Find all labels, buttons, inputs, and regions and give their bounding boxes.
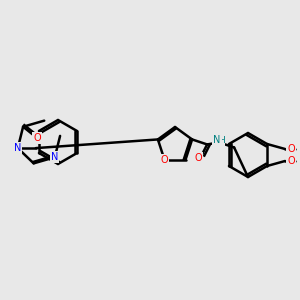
Text: N: N xyxy=(213,135,221,146)
Text: H: H xyxy=(218,136,224,145)
Text: N: N xyxy=(51,152,59,162)
Text: O: O xyxy=(287,144,295,154)
Text: O: O xyxy=(160,154,168,165)
Text: N: N xyxy=(14,143,22,153)
Text: O: O xyxy=(287,156,295,166)
Text: O: O xyxy=(194,153,202,164)
Text: O: O xyxy=(33,133,41,143)
